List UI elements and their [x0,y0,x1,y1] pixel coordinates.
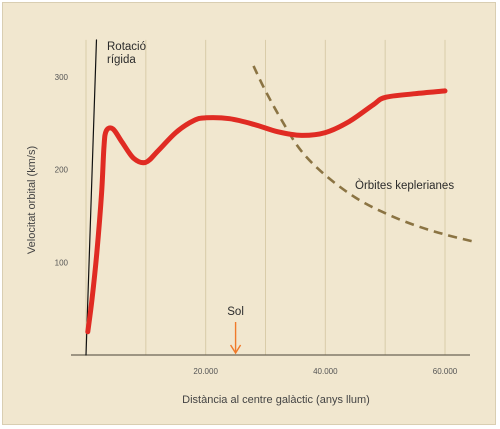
tick-labels: 100 200 300 20.000 40.000 60.000 [55,73,458,376]
annotations: Rotació rígida Òrbites keplerianes Sol [107,41,454,355]
y-tick-label-0: 100 [55,258,69,267]
annotation-sun-line-0: Sol [227,306,244,318]
annotation-rigid-line-0: Rotació [107,41,146,53]
keplerian-curve [252,65,476,244]
x-tick-label-0: 20.000 [193,367,218,376]
sun-arrow-head [229,344,242,355]
y-axis-label: Velocitat orbital (km/s) [26,146,38,254]
annotation-kepler-line-0: Òrbites keplerianes [355,179,454,192]
annotation-rigid-line-1: rígida [107,54,136,66]
observed-curve [85,88,448,335]
rigid-rotation-line [85,39,98,356]
x-tick-label-1: 40.000 [313,367,338,376]
grid-lines [71,39,470,356]
y-tick-label-1: 200 [55,166,69,175]
y-tick-label-2: 300 [55,73,69,82]
x-tick-label-2: 60.000 [433,367,458,376]
annotation-rigid: Rotació rígida [107,41,146,66]
annotation-kepler: Òrbites keplerianes [355,179,454,192]
annotation-sun: Sol [227,306,244,318]
x-axis-label: Distància al centre galàctic (anys llum) [182,394,370,406]
series-layer [85,39,476,356]
